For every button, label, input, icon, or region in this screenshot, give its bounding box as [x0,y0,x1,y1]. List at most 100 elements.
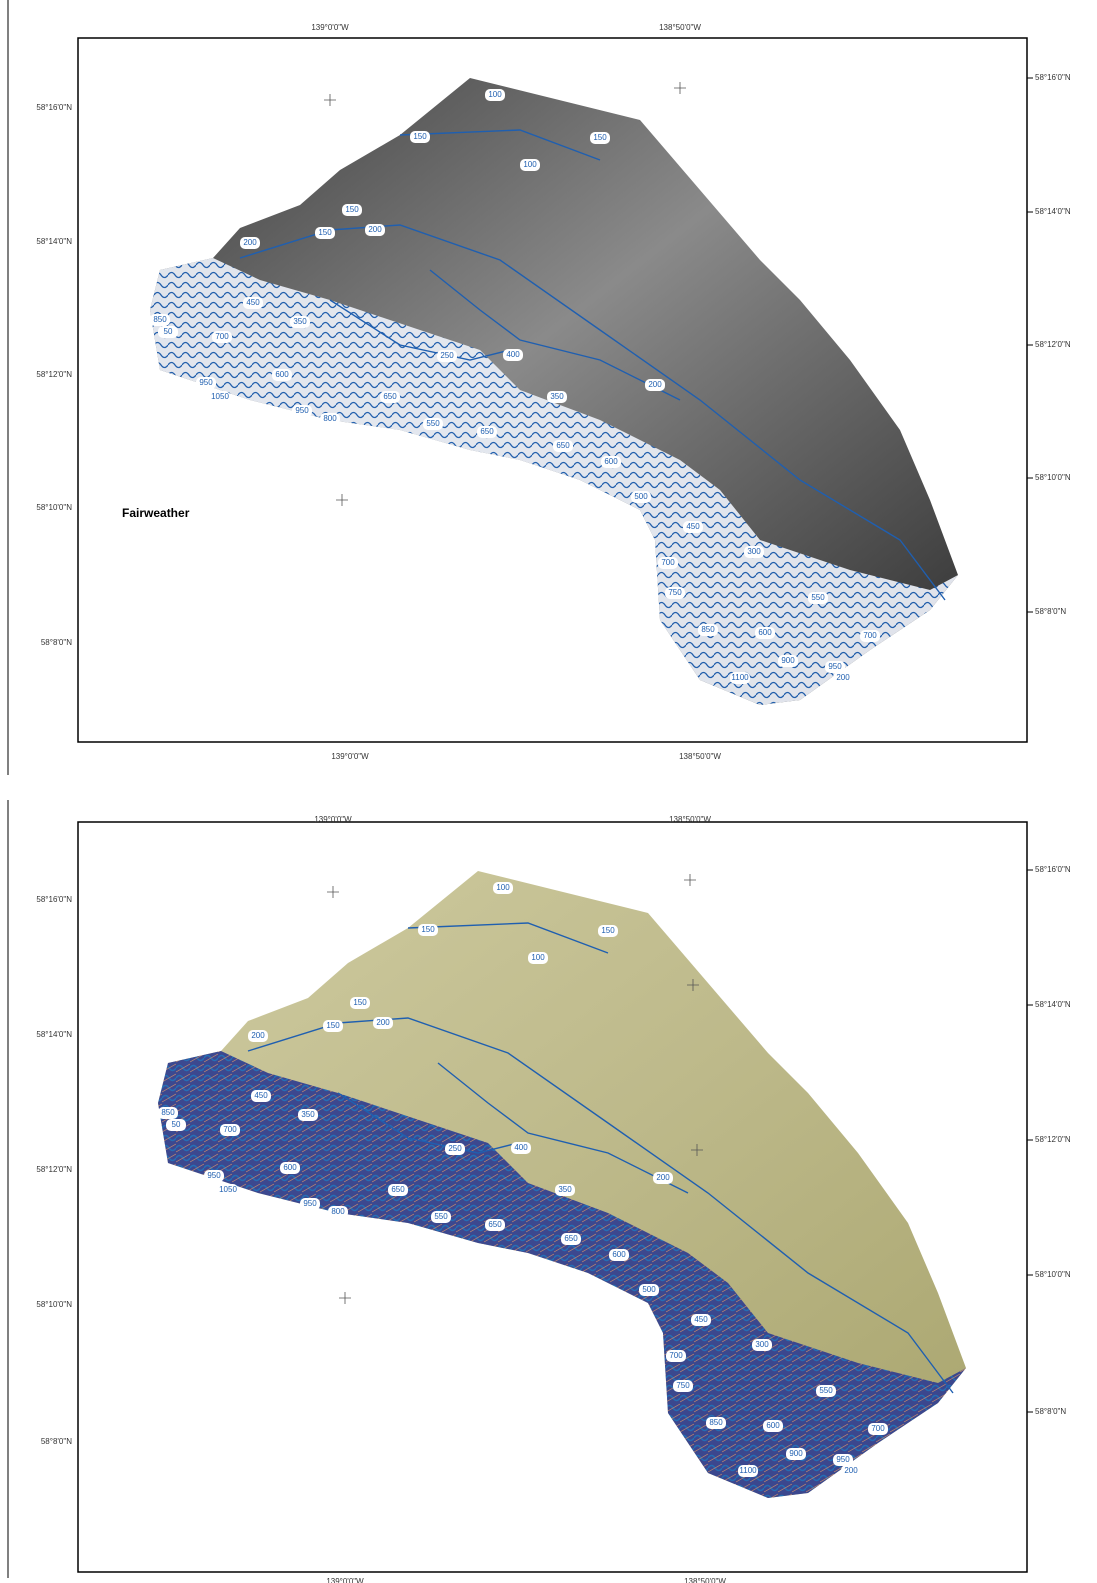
contour-label: 450 [254,1091,268,1100]
longitude-label: 139°0'0"W [314,815,352,824]
contour-label: 700 [661,558,675,567]
contour-label: 700 [871,1424,885,1433]
contour-label: 200 [368,225,382,234]
map-content: 1001501501001502001502004503508505070025… [150,78,958,705]
contour-label: 200 [836,673,850,682]
longitude-label: 138°50'0"W [669,815,711,824]
contour-label: 200 [648,380,662,389]
contour-label: 900 [781,656,795,665]
contour-label: 150 [413,132,427,141]
contour-label: 1100 [731,673,749,682]
contour-label: 150 [345,205,359,214]
contour-label: 150 [353,998,367,1007]
contour-label: 700 [669,1351,683,1360]
contour-label: 700 [863,631,877,640]
latitude-label: 58°10'0"N [36,503,72,512]
contour-label: 650 [391,1185,405,1194]
contour-label: 650 [383,392,397,401]
latitude-label: 58°16'0"N [36,895,72,904]
contour-label: 800 [331,1207,345,1216]
contour-label: 150 [318,228,332,237]
longitude-label: 139°0'0"W [311,23,349,32]
latitude-label: 58°10'0"N [1035,473,1071,482]
contour-label: 100 [523,160,537,169]
contour-label: 150 [601,926,615,935]
contour-label: 500 [642,1285,656,1294]
contour-label: 50 [164,327,173,336]
graticule-cross [324,94,336,106]
latitude-label: 58°16'0"N [1035,865,1071,874]
contour-label: 1100 [739,1466,757,1475]
contour-label: 250 [440,351,454,360]
contour-label: 850 [709,1418,723,1427]
contour-label: 1050 [219,1185,237,1194]
contour-label: 300 [755,1340,769,1349]
contour-label: 950 [295,406,309,415]
contour-label: 850 [161,1108,175,1117]
contour-label: 850 [701,625,715,634]
contour-label: 950 [199,378,213,387]
graticule-cross [339,1292,351,1304]
latitude-label: 58°14'0"N [36,1030,72,1039]
contour-label: 50 [172,1120,181,1129]
contour-label: 350 [293,317,307,326]
contour-label: 100 [488,90,502,99]
contour-label: 750 [676,1381,690,1390]
contour-label: 550 [811,593,825,602]
contour-label: 400 [514,1143,528,1152]
contour-label: 600 [766,1421,780,1430]
latitude-label: 58°16'0"N [1035,73,1071,82]
contour-label: 400 [506,350,520,359]
contour-label: 600 [758,628,772,637]
graticule-cross [336,494,348,506]
contour-label: 450 [686,522,700,531]
contour-label: 300 [747,547,761,556]
latitude-label: 58°10'0"N [1035,1270,1071,1279]
contour-label: 650 [556,441,570,450]
contour-label: 150 [326,1021,340,1030]
contour-label: 700 [215,332,229,341]
contour-label: 600 [283,1163,297,1172]
contour-label: 650 [564,1234,578,1243]
contour-label: 650 [480,427,494,436]
contour-label: 550 [819,1386,833,1395]
latitude-label: 58°8'0"N [1035,1407,1066,1416]
latitude-label: 58°12'0"N [36,370,72,379]
contour-label: 450 [246,298,260,307]
latitude-label: 58°14'0"N [1035,1000,1071,1009]
contour-label: 600 [275,370,289,379]
graticule-cross [674,82,686,94]
longitude-label: 138°50'0"W [659,23,701,32]
contour-label: 650 [488,1220,502,1229]
contour-label: 250 [448,1144,462,1153]
latitude-label: 58°14'0"N [1035,207,1071,216]
contour-label: 350 [550,392,564,401]
latitude-label: 58°16'0"N [36,103,72,112]
longitude-label: 138°50'0"W [684,1577,726,1583]
contour-label: 950 [207,1171,221,1180]
place-label: Fairweather [122,506,190,520]
latitude-label: 58°8'0"N [41,638,72,647]
map-page: 100 150 150 100 150 200 150 200 450 350 850 50 700 25… [0,0,1097,1583]
graticule-cross [684,874,696,886]
contour-label: 950 [303,1199,317,1208]
contour-label: 500 [634,492,648,501]
longitude-label: 139°0'0"W [326,1577,364,1583]
latitude-label: 58°8'0"N [41,1437,72,1446]
contour-label: 150 [421,925,435,934]
graticule-cross [327,886,339,898]
latitude-label: 58°10'0"N [36,1300,72,1309]
contour-label: 350 [558,1185,572,1194]
latitude-label: 58°12'0"N [1035,1135,1071,1144]
latitude-label: 58°12'0"N [36,1165,72,1174]
longitude-label: 139°0'0"W [331,752,369,761]
latitude-label: 58°14'0"N [36,237,72,246]
contour-label: 100 [531,953,545,962]
contour-label: 550 [434,1212,448,1221]
contour-label: 600 [612,1250,626,1259]
longitude-label: 138°50'0"W [679,752,721,761]
contour-label: 1050 [211,392,229,401]
contour-label: 200 [376,1018,390,1027]
contour-label: 200 [243,238,257,247]
